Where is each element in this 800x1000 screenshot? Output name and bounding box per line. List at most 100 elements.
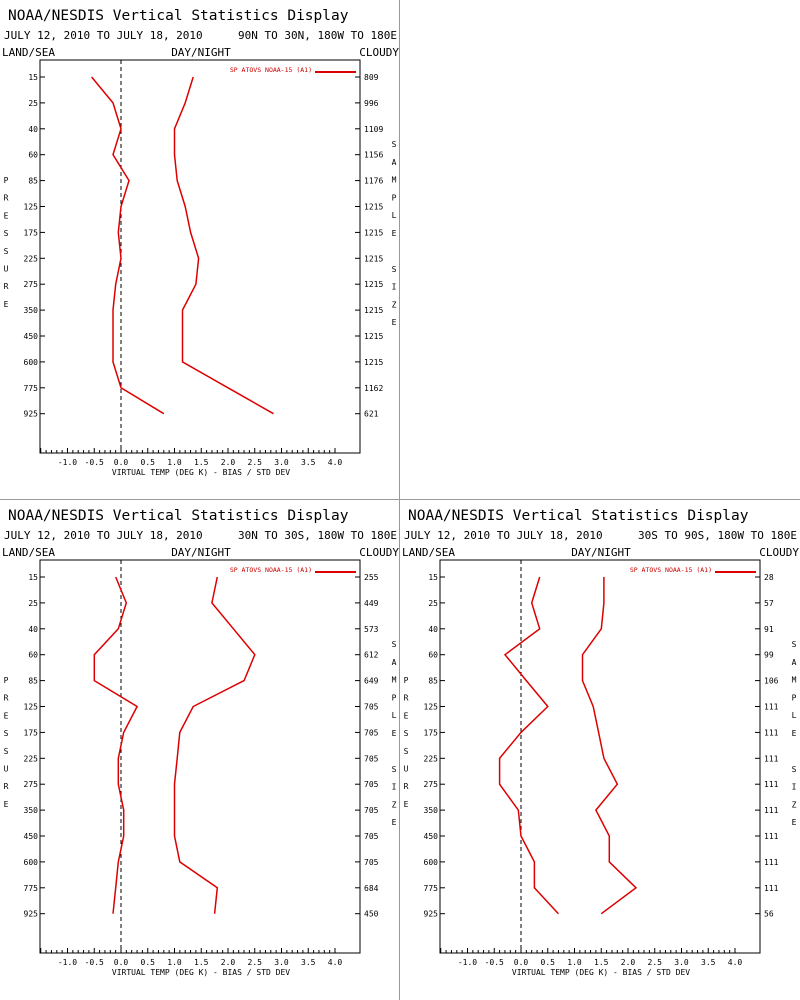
pressure-axis-letter: P [404,676,409,685]
legend-label: SP ATOVS NOAA-15 (A1) [230,66,312,74]
sample-size-label: 705 [364,728,379,737]
pressure-level-label: 450 [24,332,39,341]
pressure-level-label: 40 [28,125,38,134]
pressure-level-label: 40 [28,625,38,634]
pressure-level-label: 60 [28,151,38,160]
sample-size-label: 111 [764,754,779,763]
pressure-level-label: 60 [428,651,438,660]
pressure-axis-letter: R [404,782,409,791]
x-tick-label: 3.0 [674,958,689,967]
sample-size-label: 111 [764,703,779,712]
x-tick-label: 4.0 [328,958,343,967]
panel-title: NOAA/NESDIS Vertical Statistics Display [8,8,349,24]
region-label: 30N TO 30S, 180W TO 180E [238,529,397,542]
sample-size-label: 705 [364,806,379,815]
pressure-level-label: 225 [24,754,39,763]
pressure-level-label: 15 [28,573,38,582]
pressure-axis-letter: S [4,247,9,256]
pressure-level-label: 925 [24,910,39,919]
pressure-axis-letter: R [4,194,9,203]
pressure-level-label: 40 [428,625,438,634]
x-tick-label: 2.0 [221,458,236,467]
pressure-level-label: 450 [424,832,439,841]
chart-panel-2: NOAA/NESDIS Vertical Statistics Display J… [2,508,399,977]
region-label: 30S TO 90S, 180W TO 180E [638,529,797,542]
pressure-level-label: 25 [28,599,38,608]
x-axis-label: VIRTUAL TEMP (DEG K) - BIAS / STD DEV [112,968,290,977]
pressure-level-label: 125 [24,703,39,712]
pressure-axis-letter: R [4,282,9,291]
sample-size-label: 705 [364,780,379,789]
pressure-axis-letter: S [404,747,409,756]
sample-size-axis-letter: S [392,265,397,274]
x-tick-label: 3.5 [701,958,716,967]
land-sea-label: LAND/SEA [2,546,55,559]
pressure-level-label: 450 [24,832,39,841]
sample-size-label: 612 [364,651,379,660]
land-sea-label: LAND/SEA [402,546,455,559]
bias-line [91,76,165,415]
x-tick-label: -1.0 [58,958,77,967]
x-tick-label: -0.5 [85,458,104,467]
sample-size-label: 111 [764,858,779,867]
date-range: JULY 12, 2010 TO JULY 18, 2010 [404,529,603,542]
pressure-level-label: 925 [424,910,439,919]
pressure-level-label: 275 [24,280,39,289]
sample-size-label: 56 [764,910,774,919]
pressure-level-label: 85 [28,177,38,186]
sample-size-axis-letter: P [392,693,397,702]
pressure-level-label: 775 [424,884,439,893]
chart-panel-3: NOAA/NESDIS Vertical Statistics Display J… [402,508,799,977]
x-tick-label: 3.5 [301,958,316,967]
sample-size-label: 450 [364,910,379,919]
sample-size-axis-letter: M [392,676,397,685]
x-tick-label: 1.0 [167,458,182,467]
sample-size-label: 705 [364,858,379,867]
sample-size-axis-letter: S [792,640,797,649]
sample-size-axis-letter: I [392,283,397,292]
x-tick-label: 2.0 [221,958,236,967]
pressure-level-label: 175 [24,728,39,737]
sample-size-axis-letter: Z [392,800,397,809]
sample-size-axis-letter: L [392,711,397,720]
sample-size-label: 621 [364,410,379,419]
x-tick-label: 1.5 [194,458,209,467]
x-tick-label: 1.5 [194,958,209,967]
pressure-level-label: 225 [424,754,439,763]
x-tick-label: 4.0 [328,458,343,467]
x-tick-label: 3.0 [274,958,289,967]
pressure-level-label: 85 [428,677,438,686]
pressure-axis-letter: E [4,211,9,220]
pressure-axis-letter: E [4,300,9,309]
pressure-level-label: 60 [28,651,38,660]
sample-size-axis-letter: I [392,783,397,792]
x-tick-label: 3.5 [301,458,316,467]
pressure-axis-letter: E [4,800,9,809]
x-tick-label: 0.0 [114,458,129,467]
sample-size-axis-letter: S [392,765,397,774]
sample-size-axis-letter: E [792,729,797,738]
bias-line [93,576,139,914]
x-tick-label: -0.5 [85,958,104,967]
pressure-level-label: 350 [24,306,39,315]
x-tick-label: -1.0 [58,458,77,467]
pressure-level-label: 350 [24,806,39,815]
region-label: 90N TO 30N, 180W TO 180E [238,29,397,42]
pressure-axis-letter: U [404,765,409,774]
sample-size-label: 111 [764,728,779,737]
sample-size-label: 649 [364,677,379,686]
x-tick-label: 2.0 [621,958,636,967]
sample-size-label: 1215 [364,332,383,341]
pressure-level-label: 225 [24,254,39,263]
panel-title: NOAA/NESDIS Vertical Statistics Display [408,508,749,524]
pressure-axis-letter: R [4,694,9,703]
x-tick-label: 0.0 [114,958,129,967]
day-night-label: DAY/NIGHT [171,546,231,559]
pressure-level-label: 600 [24,358,39,367]
pressure-axis-letter: P [4,176,9,185]
x-tick-label: -0.5 [485,958,504,967]
pressure-level-label: 600 [24,858,39,867]
sample-size-label: 705 [364,703,379,712]
sample-size-axis-letter: L [792,711,797,720]
sample-size-label: 1215 [364,203,383,212]
